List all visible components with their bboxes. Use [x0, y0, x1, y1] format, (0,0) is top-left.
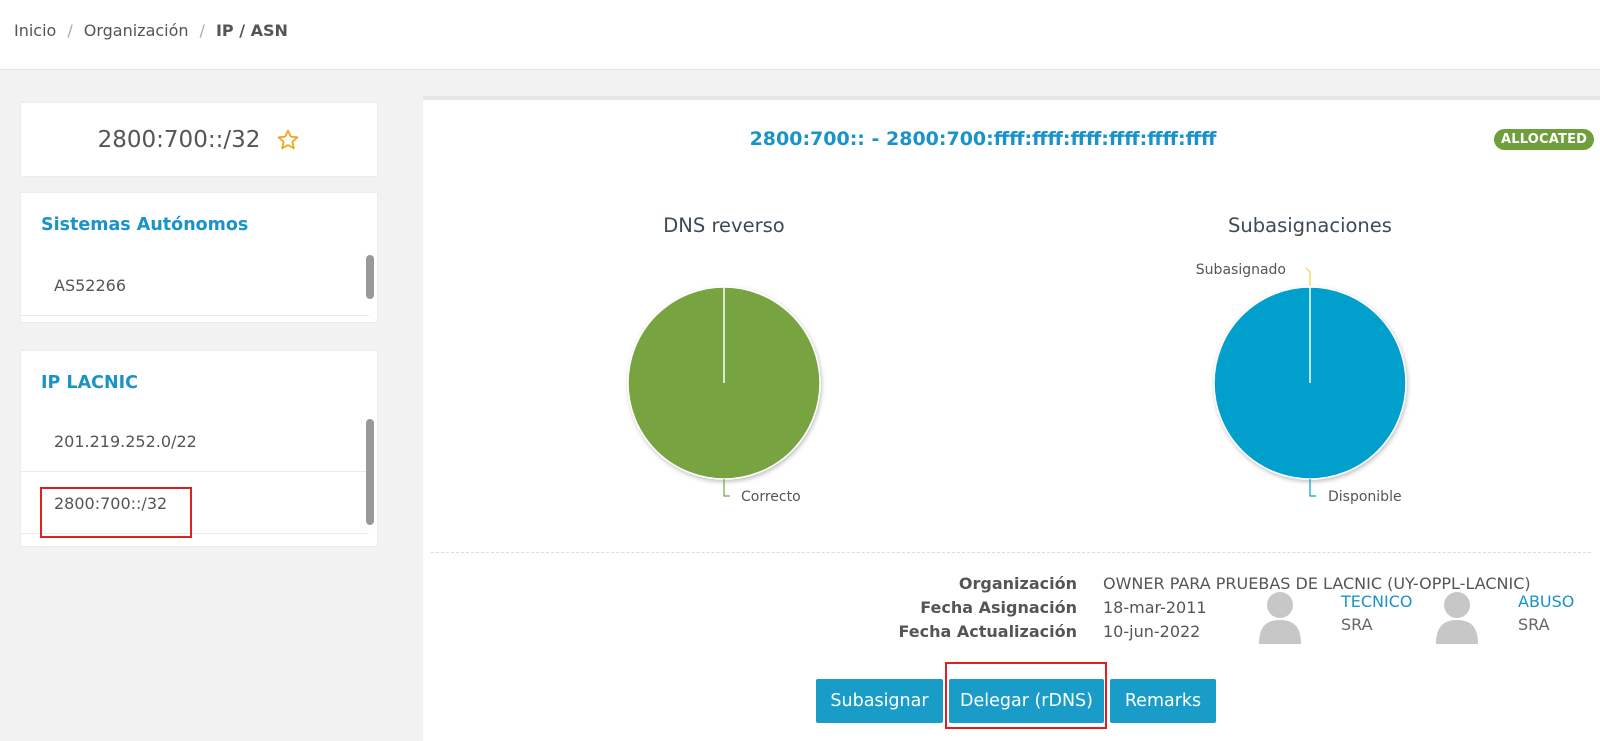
subassign-pie-chart: Subasignado Disponible: [1196, 262, 1407, 505]
info-label-organization: Organización: [958, 574, 1077, 593]
breadcrumb-current: IP / ASN: [215, 21, 288, 40]
info-value-assign-date: 18-mar-2011: [1103, 598, 1207, 617]
pie-label-connector: [723, 479, 730, 497]
contact-tecnico: TECNICO SRA: [1257, 588, 1413, 644]
asn-scrollbar[interactable]: [366, 255, 374, 299]
list-item-asn[interactable]: AS52266: [21, 255, 369, 316]
contact-name-abuso: SRA: [1518, 615, 1550, 634]
delegate-rdns-button[interactable]: Delegar (rDNS): [949, 679, 1104, 723]
pie-label-disponible: Disponible: [1328, 489, 1402, 505]
breadcrumb-separator: /: [67, 21, 73, 40]
range-title: 2800:700:: - 2800:700:ffff:ffff:ffff:fff…: [749, 128, 1217, 150]
breadcrumb: Inicio / Organización / IP / ASN: [14, 21, 288, 40]
pie-label-subasignado: Subasignado: [1196, 262, 1286, 278]
info-label-update-date: Fecha Actualización: [898, 622, 1077, 641]
chart-title-subassign: Subasignaciones: [1228, 214, 1392, 237]
chart-title-dns: DNS reverso: [663, 214, 785, 237]
list-item-ipv6-prefix[interactable]: 2800:700::/32: [21, 473, 369, 534]
user-avatar-icon: [1436, 592, 1478, 644]
pie-label-correcto: Correcto: [741, 489, 801, 505]
info-label-assign-date: Fecha Asignación: [920, 598, 1077, 617]
section-divider: [431, 552, 1591, 553]
top-bar: Inicio / Organización / IP / ASN: [0, 0, 1600, 70]
contact-role-abuso-link[interactable]: ABUSO: [1518, 592, 1575, 611]
pie-label-connector: [1305, 267, 1311, 286]
contact-role-tecnico-link[interactable]: TECNICO: [1341, 592, 1413, 611]
star-outline-icon[interactable]: [276, 128, 300, 152]
breadcrumb-organization-link[interactable]: Organización: [83, 21, 189, 40]
breadcrumb-home-link[interactable]: Inicio: [14, 21, 57, 40]
dns-reverse-pie-chart: Correcto: [627, 286, 821, 505]
prefix-card: 2800:700::/32: [20, 102, 378, 177]
autonomous-systems-card: Sistemas Autónomos AS52266: [20, 192, 378, 323]
subassign-button[interactable]: Subasignar: [816, 679, 943, 723]
remarks-button[interactable]: Remarks: [1110, 679, 1216, 723]
pie-label-connector: [1309, 479, 1316, 497]
ip-lacnic-heading: IP LACNIC: [41, 373, 138, 393]
info-value-organization: OWNER PARA PRUEBAS DE LACNIC (UY-OPPL-LA…: [1103, 574, 1531, 593]
breadcrumb-separator: /: [199, 21, 205, 40]
ip-lacnic-scrollbar[interactable]: [366, 419, 374, 525]
contact-name-tecnico: SRA: [1341, 615, 1373, 634]
list-item-ipv4-prefix[interactable]: 201.219.252.0/22: [21, 411, 369, 472]
autonomous-systems-heading: Sistemas Autónomos: [41, 215, 249, 235]
contact-abuso: ABUSO SRA: [1434, 588, 1574, 644]
detail-panel: 2800:700:: - 2800:700:ffff:ffff:ffff:fff…: [423, 96, 1600, 741]
info-value-update-date: 10-jun-2022: [1103, 622, 1201, 641]
ip-lacnic-card: IP LACNIC 201.219.252.0/22 2800:700::/32: [20, 350, 378, 547]
prefix-title: 2800:700::/32: [97, 126, 261, 153]
status-badge: ALLOCATED: [1494, 129, 1595, 150]
user-avatar-icon: [1259, 592, 1301, 644]
